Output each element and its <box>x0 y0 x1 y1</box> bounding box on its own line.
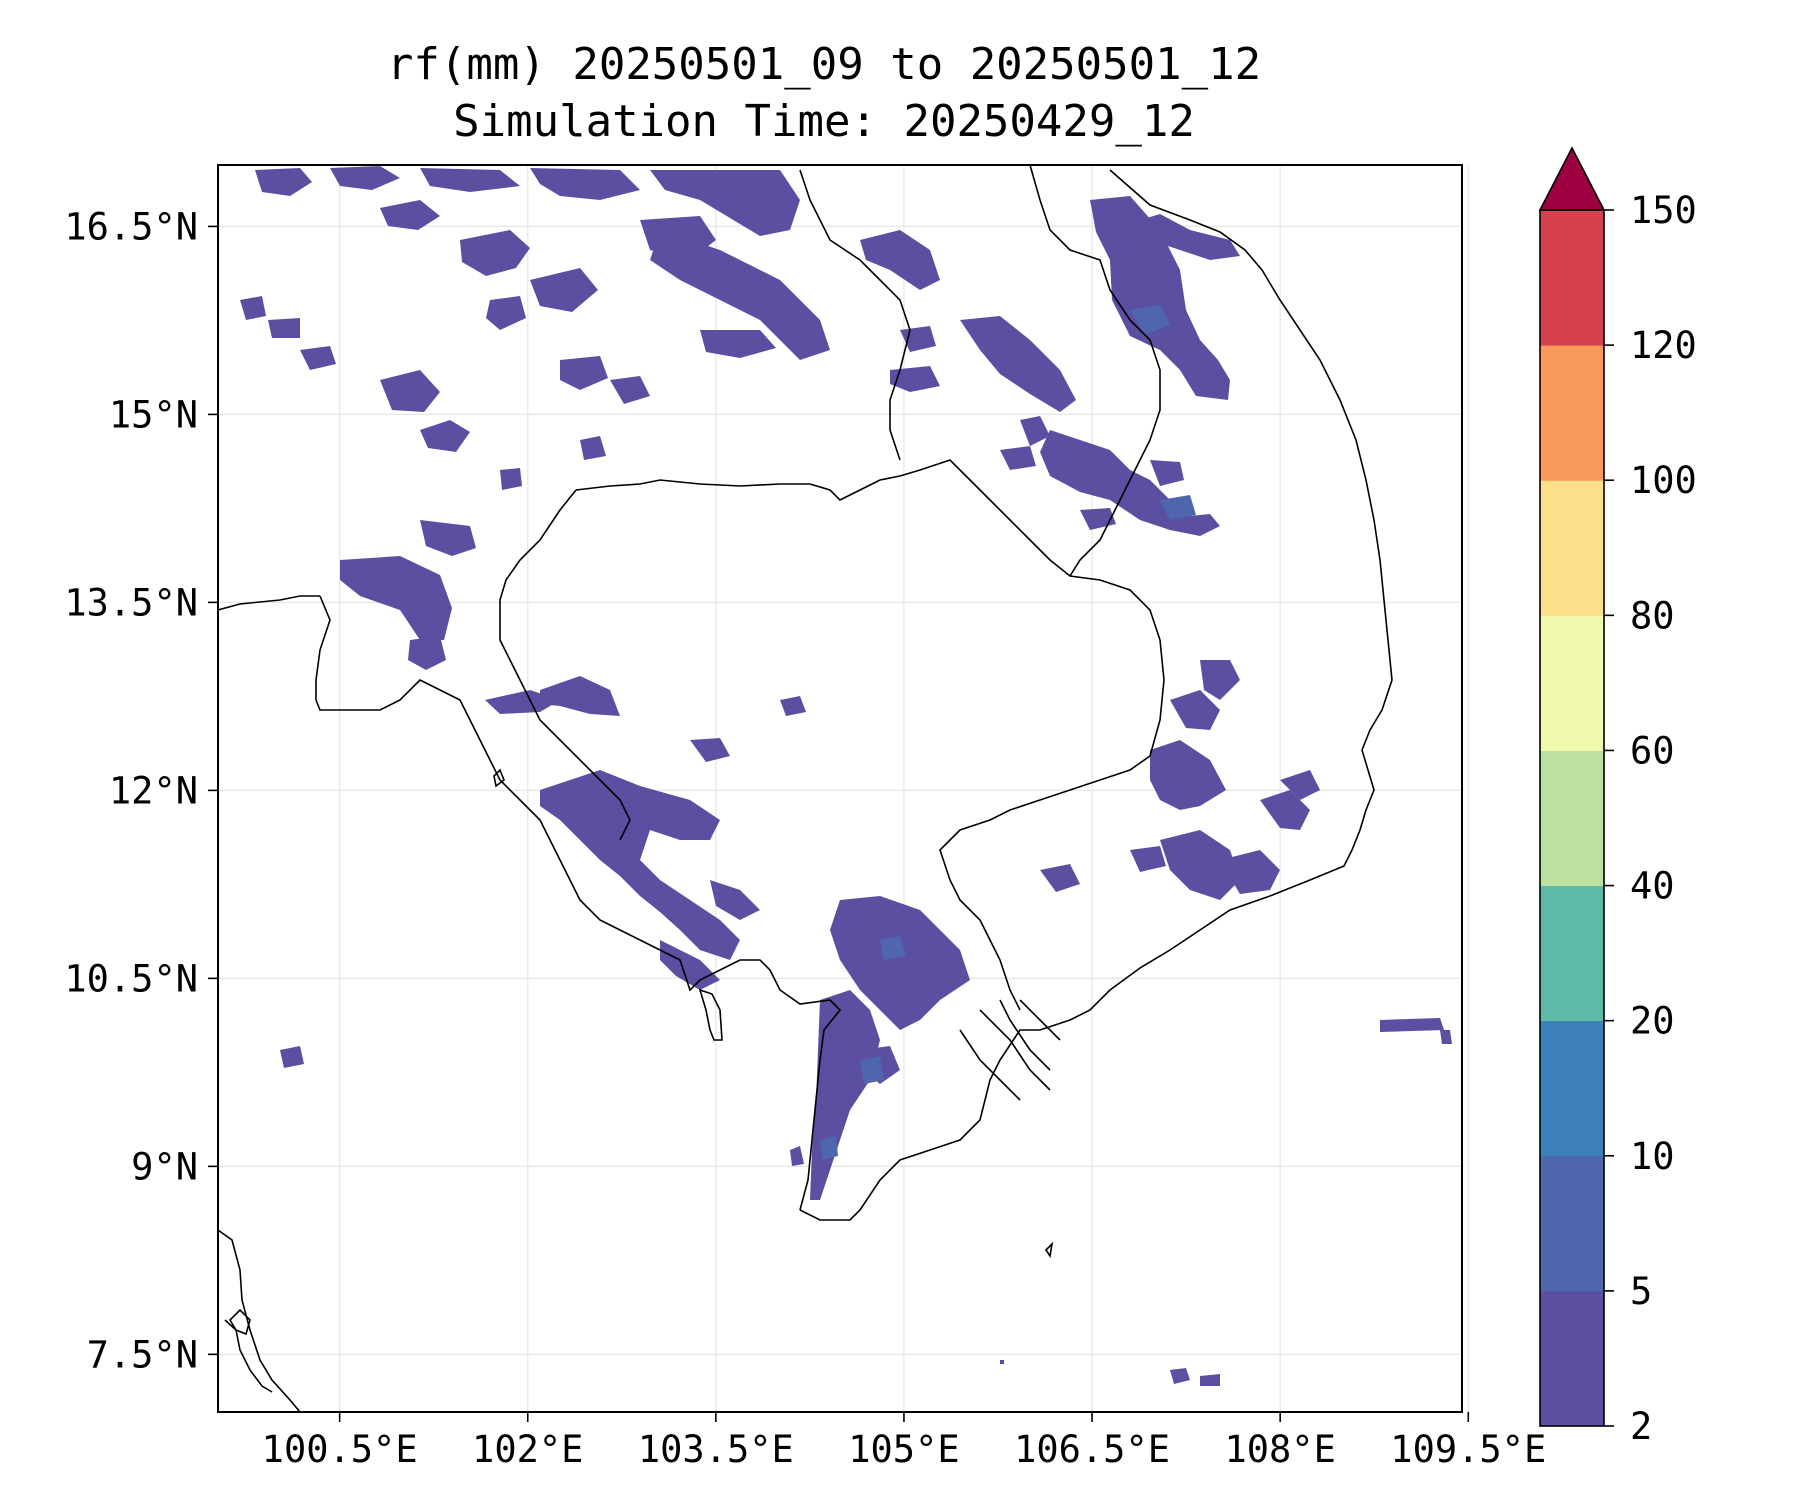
colorbar-segment <box>1540 345 1604 481</box>
graticule <box>218 165 1469 1412</box>
colorbar-segment <box>1540 480 1604 616</box>
colorbar-extend-arrow <box>1538 146 1606 211</box>
map-area <box>218 165 1452 1412</box>
lat-tick-label: 16.5°N <box>64 205 198 248</box>
lat-tick-label: 13.5°N <box>64 581 198 624</box>
lon-tick-label: 100.5°E <box>262 1428 418 1471</box>
colorbar-frame <box>1539 209 1605 1427</box>
lon-tick-label: 106.5°E <box>1014 1428 1170 1471</box>
lon-tick-label: 103.5°E <box>638 1428 794 1471</box>
lon-tick-label: 105°E <box>848 1428 959 1471</box>
colorbar-segment <box>1540 1290 1604 1427</box>
colorbar-segment <box>1540 615 1604 751</box>
colorbar-segment <box>1540 1155 1604 1292</box>
colorbar-tick-label: 2 <box>1630 1405 1652 1448</box>
lat-tick-label: 10.5°N <box>64 957 198 1000</box>
colorbar-tick-label: 120 <box>1630 324 1697 367</box>
colorbar-tick-label: 100 <box>1630 459 1697 502</box>
colorbar: 2 5 10 20 40 60 80 100 120 150 <box>1538 146 1697 1448</box>
map-title-line-1: rf(mm) 20250501_09 to 20250501_12 <box>386 39 1262 90</box>
longitude-axis: 100.5°E 102°E 103.5°E 105°E 106.5°E 108°E 109.… <box>262 1412 1546 1471</box>
lon-tick-label: 108°E <box>1224 1428 1335 1471</box>
colorbar-tick-label: 60 <box>1630 729 1675 772</box>
latitude-axis: 16.5°N 15°N 13.5°N 12°N 10.5°N 9°N 7.5°N <box>64 205 218 1376</box>
colorbar-tick-label: 80 <box>1630 594 1675 637</box>
lat-tick-label: 15°N <box>109 393 198 436</box>
colorbar-tick-label: 20 <box>1630 1000 1675 1043</box>
map-frame <box>217 164 1463 1413</box>
lon-tick-label: 102°E <box>472 1428 583 1471</box>
lat-tick-label: 12°N <box>109 769 198 812</box>
rainfall-contours <box>240 166 1452 1386</box>
rainfall-contours-5mm <box>820 305 1196 1160</box>
lat-tick-label: 9°N <box>131 1145 198 1188</box>
colorbar-tick-label: 5 <box>1630 1270 1652 1313</box>
coastlines-borders <box>218 165 1393 1412</box>
map-title-line-2: Simulation Time: 20250429_12 <box>453 96 1195 147</box>
lon-tick-label: 109.5°E <box>1390 1428 1546 1471</box>
colorbar-segment <box>1540 1020 1604 1157</box>
colorbar-segment <box>1540 210 1604 346</box>
colorbar-segment <box>1540 885 1604 1022</box>
colorbar-tick-label: 40 <box>1630 865 1675 908</box>
colorbar-tick-label: 150 <box>1630 189 1697 232</box>
colorbar-segment <box>1540 750 1604 887</box>
colorbar-tick-label: 10 <box>1630 1135 1675 1178</box>
lat-tick-label: 7.5°N <box>87 1333 198 1376</box>
